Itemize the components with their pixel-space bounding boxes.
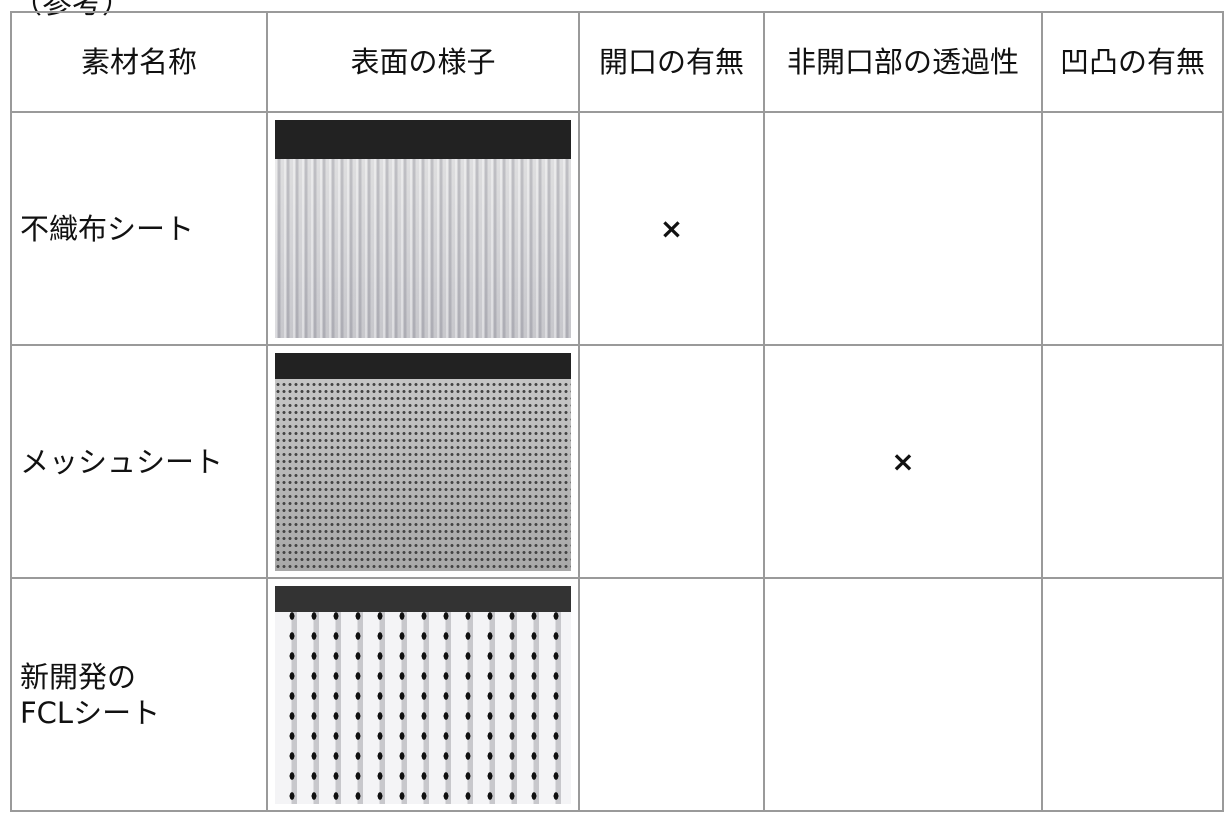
image-cell: [266, 577, 580, 812]
surface-photo: [275, 585, 571, 804]
surface-photo: [275, 119, 571, 338]
image-cell: [266, 344, 580, 579]
image-cell: [266, 111, 580, 346]
header-row: 素材名称 表面の様子 開口の有無 非開口部の透過性 凹凸の有無: [10, 11, 1224, 113]
row: メッシュシート ×: [10, 344, 1224, 579]
header-cell: 凹凸の有無: [1041, 11, 1224, 113]
header-cell: 開口の有無: [578, 11, 765, 113]
name-cell: 新開発の FCLシート: [10, 577, 268, 812]
row: 不織布シート ×: [10, 111, 1224, 346]
header-cell: 表面の様子: [266, 11, 580, 113]
opening-cell: [578, 344, 765, 579]
name-cell: メッシュシート: [10, 344, 268, 579]
transmission-cell: ×: [763, 344, 1043, 579]
surface-photo: [275, 352, 571, 571]
name-cell: 不織布シート: [10, 111, 268, 346]
header-cell: 素材名称: [10, 11, 268, 113]
comparison-table: 素材名称 表面の様子 開口の有無 非開口部の透過性 凹凸の有無 不織布シート ×…: [10, 11, 1224, 812]
row: 新開発の FCLシート: [10, 577, 1224, 812]
unevenness-cell: [1041, 111, 1224, 346]
unevenness-cell: [1041, 577, 1224, 812]
transmission-cell: [763, 111, 1043, 346]
transmission-cell: [763, 577, 1043, 812]
opening-cell: [578, 577, 765, 812]
unevenness-cell: [1041, 344, 1224, 579]
header-cell: 非開口部の透過性: [763, 11, 1043, 113]
opening-cell: ×: [578, 111, 765, 346]
